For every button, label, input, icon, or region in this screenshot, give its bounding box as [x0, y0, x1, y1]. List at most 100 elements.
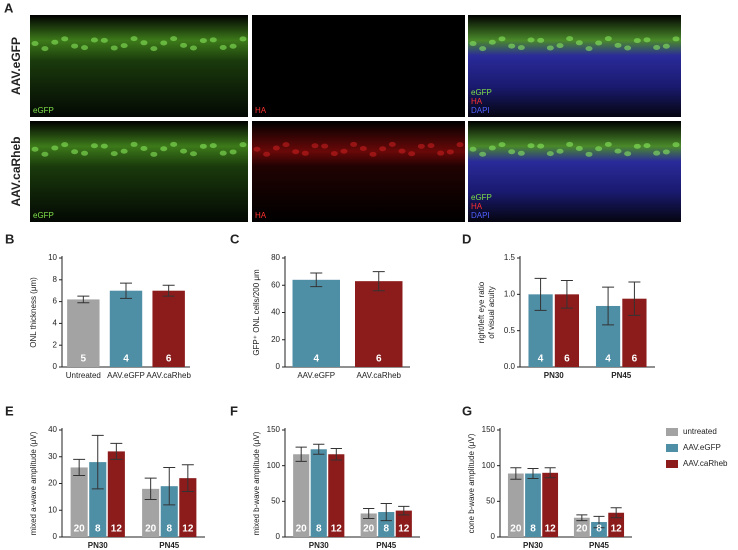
n-label: 20 [145, 524, 157, 535]
error-bar [162, 284, 175, 297]
bar [107, 451, 125, 537]
cell [130, 141, 138, 147]
cell [61, 142, 69, 148]
y-tick-label: 0 [53, 532, 58, 541]
error-bar [330, 448, 342, 461]
cell [350, 141, 358, 147]
cell [180, 42, 188, 48]
cell [633, 38, 641, 44]
y-tick-label: 20 [48, 479, 57, 488]
y-tick-label: 0 [53, 362, 58, 371]
cell [150, 46, 158, 52]
cell [90, 37, 98, 43]
cell [595, 146, 603, 152]
row-label: AAV.caRheb [9, 136, 23, 206]
n-label: 12 [545, 524, 557, 535]
y-tick-label: 10 [48, 253, 57, 262]
cell [672, 142, 680, 148]
stain-label: DAPI [471, 106, 490, 115]
cell [110, 45, 118, 51]
bar [152, 290, 185, 367]
y-tick-label: 0 [276, 532, 281, 541]
cell [624, 45, 632, 51]
error-bar [534, 277, 547, 311]
cell [120, 43, 128, 49]
cell [321, 143, 329, 149]
n-label: 12 [398, 524, 410, 535]
micrograph [30, 15, 248, 117]
cell [282, 142, 290, 148]
panel-letter: D [462, 231, 471, 246]
bar [355, 281, 403, 367]
cell [498, 142, 506, 148]
cell [100, 143, 108, 149]
y-axis-label: right/left eye ratio [477, 281, 486, 343]
cell [566, 141, 574, 147]
cell [140, 40, 148, 46]
bar [573, 517, 590, 537]
cell [566, 36, 574, 42]
cell [488, 145, 496, 151]
n-label: 20 [576, 524, 588, 535]
cell [31, 146, 39, 152]
cell [408, 151, 416, 157]
error-bar [91, 434, 104, 490]
micrograph [468, 15, 681, 117]
cell [614, 148, 622, 154]
y-tick-label: 80 [271, 253, 280, 262]
n-label: 6 [166, 354, 172, 365]
cell [160, 40, 168, 46]
cell [199, 143, 207, 149]
stain-label: eGFP [471, 88, 492, 97]
stain-label: HA [255, 106, 267, 115]
panel-letter: E [5, 403, 14, 418]
y-axis-label: GFP⁺ ONL cells/200 μm [252, 269, 261, 356]
bar [360, 513, 377, 537]
y-axis-label: cone b-wave amplitude (μV) [467, 433, 476, 533]
error-bar [560, 280, 573, 309]
stain-label: eGFP [471, 193, 492, 202]
y-axis-label: mixed b-wave amplitude (μV) [252, 431, 261, 535]
bar [293, 454, 310, 537]
cell [469, 41, 477, 47]
y-axis-label: ONL thickness (μm) [29, 277, 38, 348]
micrograph [468, 121, 681, 222]
cell [614, 42, 622, 48]
bar [160, 486, 178, 537]
y-tick-label: 6 [53, 297, 58, 306]
y-tick-label: 20 [271, 335, 280, 344]
n-label: 4 [313, 354, 319, 365]
cell [537, 37, 545, 43]
x-tick-label: AAV.eGFP [297, 371, 335, 380]
cell [546, 151, 554, 157]
cell [130, 36, 138, 42]
cell [41, 46, 49, 52]
cell [604, 36, 612, 42]
bar [395, 510, 412, 537]
cell [71, 149, 79, 155]
bar [67, 299, 100, 367]
bar [591, 522, 607, 537]
error-bar [398, 505, 410, 516]
n-label: 20 [74, 524, 86, 535]
micrograph [30, 121, 248, 222]
row-label: AAV.eGFP [9, 37, 23, 95]
n-label: 8 [383, 524, 389, 535]
cell [51, 145, 59, 151]
stain-label: eGFP [33, 211, 54, 220]
cell [479, 151, 487, 157]
cell [71, 43, 79, 49]
n-label: 20 [363, 524, 375, 535]
error-bar [110, 442, 123, 460]
cell [90, 143, 98, 149]
y-tick-label: 1.5 [504, 253, 516, 262]
x-tick-label: Untreated [66, 371, 101, 380]
cell [209, 37, 217, 43]
bar [310, 449, 327, 537]
n-label: 8 [596, 524, 602, 535]
error-bar [144, 477, 157, 501]
cell [585, 46, 593, 52]
y-tick-label: 150 [482, 425, 496, 434]
cell [537, 143, 545, 149]
